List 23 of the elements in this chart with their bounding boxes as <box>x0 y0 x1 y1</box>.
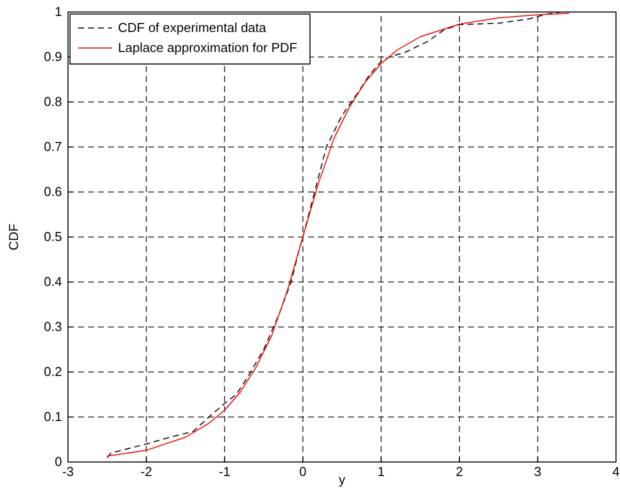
y-tick-label: 0.7 <box>44 139 62 154</box>
legend-label: Laplace approximation for PDF <box>118 40 298 55</box>
y-tick-label: 0.1 <box>44 409 62 424</box>
y-tick-label: 1 <box>54 4 62 19</box>
y-tick-label: 0.9 <box>44 49 62 64</box>
y-axis-title: CDF <box>6 224 21 250</box>
x-tick-label: 1 <box>378 464 385 479</box>
y-tick-label: 0.6 <box>44 184 62 199</box>
x-tick-label: -2 <box>140 464 152 479</box>
x-tick-label: 4 <box>612 464 620 479</box>
y-tick-label: 0 <box>54 454 62 469</box>
x-tick-label: -1 <box>218 464 230 479</box>
y-tick-label: 0.4 <box>44 274 62 289</box>
x-tick-label: -3 <box>62 464 74 479</box>
x-axis-title: y <box>338 472 346 487</box>
x-tick-label: 0 <box>299 464 306 479</box>
x-tick-label: 3 <box>534 464 542 479</box>
x-tick-label: 2 <box>456 464 464 479</box>
y-tick-label: 0.5 <box>44 229 62 244</box>
legend-label: CDF of experimental data <box>118 20 267 35</box>
y-tick-label: 0.2 <box>44 364 62 379</box>
y-tick-label: 0.8 <box>44 94 62 109</box>
y-tick-label: 0.3 <box>44 319 62 334</box>
